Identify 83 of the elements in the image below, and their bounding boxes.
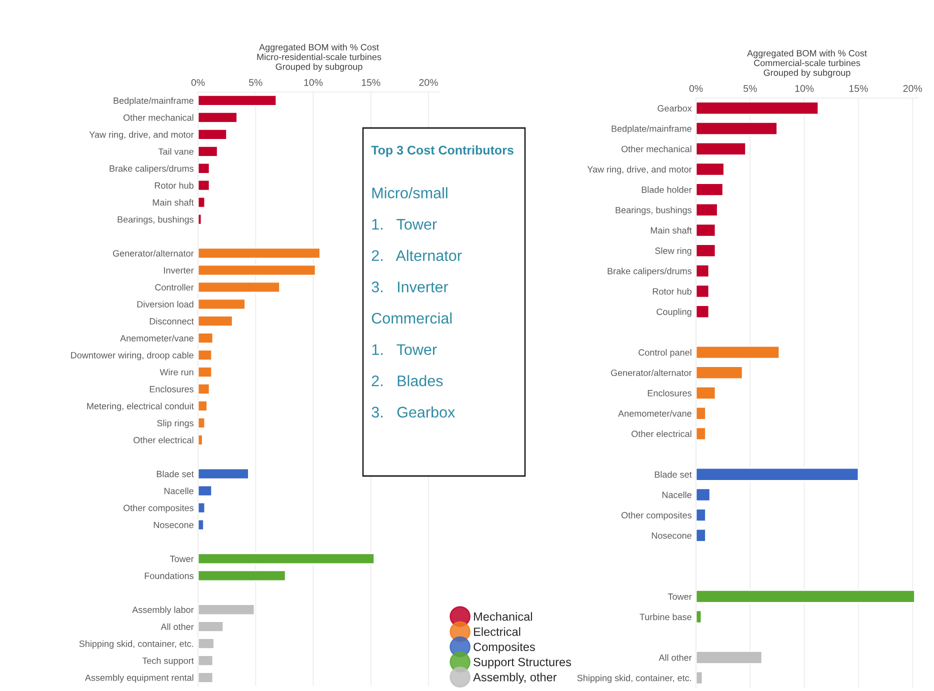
y-tick-label: Generator/alternator bbox=[113, 250, 194, 257]
chart-title: Aggregated BOM with % Cost bbox=[259, 44, 379, 52]
legend-label: Support Structures bbox=[474, 658, 572, 669]
y-tick-label: All other bbox=[658, 654, 692, 661]
annotation: 2. Blades bbox=[372, 375, 443, 386]
annotation: Commercial bbox=[372, 312, 452, 324]
y-tick-label: Enclosures bbox=[150, 386, 194, 392]
y-tick-label: Assembly equipment rental bbox=[84, 674, 194, 683]
x-tick-label: 0% bbox=[191, 79, 205, 86]
y-tick-label: All other bbox=[160, 623, 194, 630]
x-tick-label: 20% bbox=[903, 85, 922, 92]
annotation: 3. Inverter bbox=[372, 282, 448, 292]
y-tick-label: Shipping skid, container, etc. bbox=[577, 674, 692, 683]
y-tick-label: Gearbox bbox=[658, 104, 692, 112]
y-tick-label: Controller bbox=[155, 284, 194, 291]
y-tick-label: Generator/alternator bbox=[611, 369, 692, 376]
chart-subtitle: Commercial-scale turbines Grouped by subgroup bbox=[754, 60, 860, 78]
y-tick-label: Anemometer/vane bbox=[618, 410, 692, 417]
y-tick-label: Other electrical bbox=[632, 430, 692, 438]
y-tick-label: Bearings, bushings bbox=[118, 216, 194, 224]
y-tick-label: Bearings, bushings bbox=[616, 206, 692, 216]
x-tick-label: 20% bbox=[419, 79, 438, 86]
annotation: 2. Alternator bbox=[372, 250, 462, 262]
x-tick-label: 0% bbox=[689, 85, 703, 92]
legend-label: Composites bbox=[474, 642, 535, 654]
y-tick-label: Diversion load bbox=[137, 300, 194, 308]
y-tick-label: Tail vane bbox=[158, 148, 194, 155]
y-tick-label: Foundations bbox=[144, 572, 194, 580]
y-tick-label: Control panel bbox=[638, 349, 692, 358]
y-tick-label: Tower bbox=[668, 594, 692, 600]
y-tick-label: Bedplate/mainframe bbox=[114, 97, 194, 106]
y-tick-label: Coupling bbox=[656, 308, 692, 317]
annotation: 3. Gearbox bbox=[372, 406, 456, 418]
annotation: Micro/small bbox=[372, 187, 448, 198]
y-tick-label: Blade set bbox=[654, 471, 692, 478]
y-tick-label: Other electrical bbox=[134, 436, 194, 444]
y-tick-label: Main shaft bbox=[650, 226, 692, 234]
x-tick-label: 10% bbox=[304, 79, 323, 86]
y-tick-label: Blade set bbox=[156, 470, 194, 478]
annotation: 1. Tower bbox=[372, 344, 437, 355]
legend-label: Electrical bbox=[474, 627, 520, 636]
y-tick-label: Nacelle bbox=[164, 488, 194, 494]
x-tick-label: 10% bbox=[795, 85, 814, 92]
y-tick-label: Disconnect bbox=[150, 318, 194, 324]
x-tick-label: 15% bbox=[362, 79, 380, 86]
annotation: 1. Tower bbox=[372, 219, 437, 230]
y-tick-label: Other composites bbox=[622, 512, 692, 520]
chart-title: Aggregated BOM with % Cost bbox=[747, 50, 867, 58]
chart-subtitle: Micro-residential-scale turbines Grouped by subgroup bbox=[257, 54, 382, 72]
y-tick-label: Anemometer/vane bbox=[120, 334, 194, 342]
y-tick-label: Other mechanical bbox=[622, 146, 692, 152]
y-tick-label: Downtower wiring, droop cable bbox=[71, 352, 194, 360]
y-tick-label: Brake calipers/drums bbox=[608, 268, 692, 276]
y-tick-label: Nosecone bbox=[652, 532, 692, 539]
y-tick-label: Yaw ring, drive, and motor bbox=[89, 131, 194, 140]
y-tick-label: Other mechanical bbox=[124, 114, 194, 121]
x-tick-label: 15% bbox=[849, 85, 868, 92]
y-tick-label: Enclosures bbox=[648, 390, 692, 396]
y-tick-label: Wire run bbox=[160, 368, 194, 376]
y-tick-label: Main shaft bbox=[152, 199, 194, 206]
y-tick-label: Blade holder bbox=[642, 186, 692, 193]
x-tick-label: 5% bbox=[744, 85, 757, 92]
y-tick-label: Turbine base bbox=[640, 614, 692, 620]
legend-label: Assembly, other bbox=[473, 672, 557, 684]
y-tick-label: Slew ring bbox=[655, 247, 692, 256]
text: Top 3 Cost Contributors bbox=[371, 145, 514, 158]
y-tick-label: Tower bbox=[170, 556, 194, 562]
y-tick-label: Rotor hub bbox=[652, 288, 692, 295]
legend-label: Mechanical bbox=[474, 612, 532, 621]
y-tick-label: Brake calipers/drums bbox=[110, 165, 194, 174]
y-tick-label: Bedplate/mainframe bbox=[612, 125, 692, 134]
x-tick-label: 5% bbox=[248, 79, 262, 86]
y-tick-label: Nosecone bbox=[154, 522, 194, 528]
y-tick-label: Tech support bbox=[142, 657, 194, 666]
y-tick-label: Assembly labor bbox=[132, 606, 194, 615]
y-tick-label: Inverter bbox=[164, 267, 194, 274]
y-tick-label: Other composites bbox=[124, 504, 194, 513]
y-tick-label: Shipping skid, container, etc. bbox=[79, 640, 194, 649]
y-tick-label: Nacelle bbox=[662, 491, 692, 498]
y-tick-label: Yaw ring, drive, and motor bbox=[587, 166, 692, 174]
y-tick-label: Metering, electrical conduit bbox=[87, 402, 194, 412]
y-tick-label: Rotor hub bbox=[154, 182, 194, 189]
y-tick-label: Slip rings bbox=[157, 420, 194, 428]
